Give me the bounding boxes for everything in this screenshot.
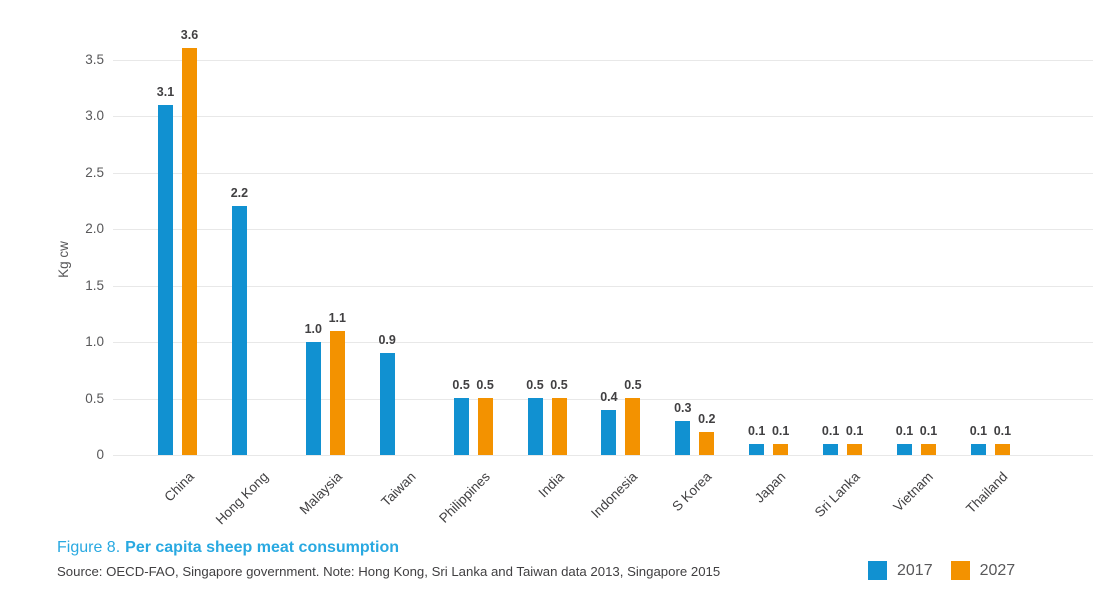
bar-2017-sri-lanka <box>823 444 839 455</box>
value-label-2027-s-korea: 0.2 <box>698 412 716 426</box>
bar-2017-s-korea <box>675 421 691 455</box>
gridline-3.5 <box>113 60 1093 61</box>
y-axis-title: Kg cw <box>55 241 71 278</box>
value-label-2027-india: 0.5 <box>550 378 568 392</box>
value-label-2017-philippines: 0.5 <box>452 378 470 392</box>
value-label-2017-thailand: 0.1 <box>969 424 988 438</box>
bar-2027-malaysia <box>329 331 345 455</box>
bar-2027-philippines <box>477 398 493 455</box>
value-label-2027-sri-lanka: 0.1 <box>845 424 864 438</box>
legend-swatch-2017-icon <box>868 561 887 580</box>
y-tick-label-2.0: 2.0 <box>85 221 104 236</box>
value-label-2017-malaysia: 1.0 <box>304 322 322 336</box>
category-label-text-indonesia: Indonesia <box>588 469 641 522</box>
y-tick-label-1.5: 1.5 <box>85 278 104 293</box>
figure-caption-prefix: Figure 8. <box>57 539 121 556</box>
y-tick-label-3.0: 3.0 <box>85 108 104 123</box>
bar-2017-indonesia <box>601 410 617 455</box>
bar-2017-malaysia <box>305 342 321 455</box>
y-tick-label-0.5: 0.5 <box>85 391 104 406</box>
value-label-2017-hong-kong: 2.2 <box>230 186 249 200</box>
value-label-2017-s-korea: 0.3 <box>674 401 692 415</box>
legend-label-2017: 2017 <box>897 561 933 579</box>
bar-2017-japan <box>749 444 765 455</box>
category-label-text-vietnam: Vietnam <box>890 469 937 515</box>
bar-2027-indonesia <box>625 398 641 455</box>
legend-item-2027: 2027 <box>950 561 1016 580</box>
bar-2027-india <box>551 398 567 455</box>
bar-2027-vietnam <box>921 444 936 455</box>
value-label-2027-vietnam: 0.1 <box>919 424 938 438</box>
value-label-2027-philippines: 0.5 <box>476 378 494 392</box>
bar-2017-india <box>527 398 543 455</box>
bar-2017-vietnam <box>897 444 912 455</box>
value-label-2027-china: 3.6 <box>180 28 199 42</box>
bar-2027-s-korea <box>699 432 715 455</box>
value-label-2017-india: 0.5 <box>526 378 544 392</box>
bar-2027-sri-lanka <box>847 444 863 455</box>
category-label-text-china: China <box>161 469 198 505</box>
bar-2027-china <box>182 48 197 455</box>
gridline-1.5 <box>113 286 1093 287</box>
gridline-2.0 <box>113 229 1093 230</box>
category-label-text-malaysia: Malaysia <box>296 469 345 518</box>
category-label-text-hong-kong: Hong Kong <box>212 469 271 528</box>
category-label-text-japan: Japan <box>751 469 789 506</box>
bar-2017-philippines <box>453 398 469 455</box>
legend-label-2027: 2027 <box>979 561 1016 579</box>
bar-2027-japan <box>773 444 789 455</box>
y-tick-label-1.0: 1.0 <box>85 334 104 349</box>
value-label-2017-vietnam: 0.1 <box>895 424 914 438</box>
y-tick-label-0: 0 <box>96 447 104 462</box>
value-label-2027-malaysia: 1.1 <box>328 311 346 325</box>
category-label-text-taiwan: Taiwan <box>378 469 419 510</box>
bar-2017-china <box>158 105 173 455</box>
category-label-text-philippines: Philippines <box>435 469 493 526</box>
gridline-3.0 <box>113 116 1093 117</box>
legend-item-2017: 2017 <box>868 561 933 580</box>
bar-2017-taiwan <box>379 353 395 455</box>
gridline-0.5 <box>113 399 1093 400</box>
figure-caption: Figure 8. Per capita sheep meat consumpti… <box>57 539 399 557</box>
category-label-text-thailand: Thailand <box>962 469 1010 517</box>
value-label-2017-sri-lanka: 0.1 <box>821 424 840 438</box>
value-label-2027-japan: 0.1 <box>771 424 790 438</box>
category-label-text-s-korea: S Korea <box>669 469 715 515</box>
value-label-2027-thailand: 0.1 <box>993 424 1012 438</box>
gridline-0 <box>113 455 1093 456</box>
legend-swatch-2027-icon <box>950 561 970 580</box>
bar-2027-thailand <box>994 444 1010 455</box>
figure-caption-title: Per capita sheep meat consumption <box>125 539 399 556</box>
bar-2017-hong-kong <box>231 206 247 455</box>
category-label-text-sri-lanka: Sri Lanka <box>811 469 863 520</box>
value-label-2017-indonesia: 0.4 <box>600 390 618 404</box>
value-label-2017-taiwan: 0.9 <box>378 333 396 347</box>
value-label-2017-china: 3.1 <box>156 85 175 99</box>
category-label-text-india: India <box>535 469 567 501</box>
legend: 2017 2027 <box>868 561 1015 580</box>
source-note: Source: OECD-FAO, Singapore government. … <box>57 564 721 579</box>
y-tick-label-3.5: 3.5 <box>85 52 104 67</box>
value-label-2027-indonesia: 0.5 <box>624 378 642 392</box>
bar-2017-thailand <box>970 444 986 455</box>
gridline-1.0 <box>113 342 1093 343</box>
value-label-2017-japan: 0.1 <box>747 424 766 438</box>
gridline-2.5 <box>113 173 1093 174</box>
y-tick-label-2.5: 2.5 <box>85 165 104 180</box>
